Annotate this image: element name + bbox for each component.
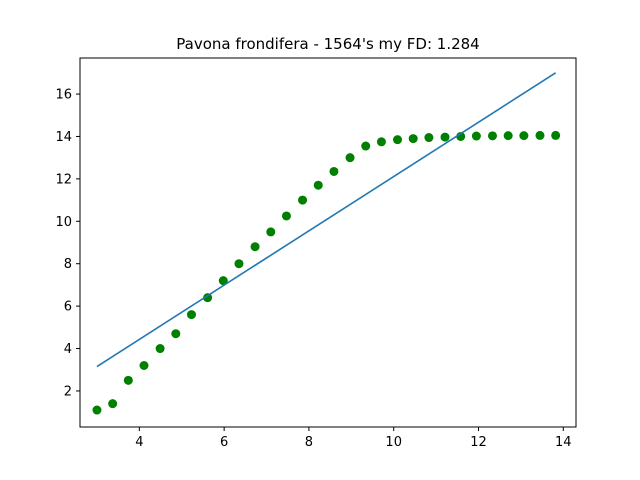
y-tick-label-6: 6 <box>64 300 72 315</box>
scatter-point-18 <box>361 141 371 151</box>
scatter-point-7 <box>186 310 196 320</box>
y-tick-label-8: 8 <box>64 257 72 272</box>
y-tick-label-12: 12 <box>55 172 72 187</box>
y-tick-label-2: 2 <box>64 384 72 399</box>
scatter-point-25 <box>471 131 481 141</box>
scatter-point-4 <box>139 361 149 370</box>
scatter-point-20 <box>393 135 403 145</box>
scatter-point-15 <box>313 180 323 190</box>
scatter-point-2 <box>108 399 118 409</box>
scatter-point-27 <box>503 131 513 141</box>
x-tick-label-4: 4 <box>135 435 143 450</box>
scatter-point-12 <box>266 227 276 237</box>
scatter-point-22 <box>424 133 434 143</box>
y-tick-label-14: 14 <box>55 130 72 145</box>
scatter-point-29 <box>535 130 545 140</box>
scatter-point-11 <box>250 242 260 252</box>
scatter-point-30 <box>551 130 561 140</box>
y-tick-label-16: 16 <box>55 88 72 103</box>
scatter-point-26 <box>487 131 497 141</box>
scatter-point-28 <box>519 131 529 141</box>
x-tick-label-12: 12 <box>470 435 487 450</box>
plot-frame <box>79 57 577 428</box>
chart-title: Pavona frondifera - 1564's my FD: 1.284 <box>176 35 479 53</box>
x-tick-label-10: 10 <box>385 435 402 450</box>
x-tick-label-8: 8 <box>305 435 313 450</box>
scatter-point-3 <box>123 375 133 385</box>
scatter-point-21 <box>408 134 418 144</box>
y-tick-label-10: 10 <box>55 215 72 230</box>
scatter-point-14 <box>298 195 308 205</box>
scatter-point-9 <box>218 276 228 286</box>
scatter-point-23 <box>440 132 450 142</box>
x-tick-label-14: 14 <box>555 435 572 450</box>
scatter-point-5 <box>155 344 165 354</box>
fit-line <box>96 72 557 368</box>
scatter-point-1 <box>92 405 102 415</box>
scatter-point-10 <box>234 259 244 269</box>
scatter-point-19 <box>376 137 386 147</box>
scatter-point-13 <box>281 211 291 221</box>
scatter-point-6 <box>171 329 181 339</box>
scatter-point-8 <box>203 293 213 303</box>
y-tick-label-4: 4 <box>64 342 72 357</box>
x-tick-label-6: 6 <box>220 435 228 450</box>
scatter-point-17 <box>345 153 355 163</box>
scatter-point-16 <box>329 166 339 176</box>
